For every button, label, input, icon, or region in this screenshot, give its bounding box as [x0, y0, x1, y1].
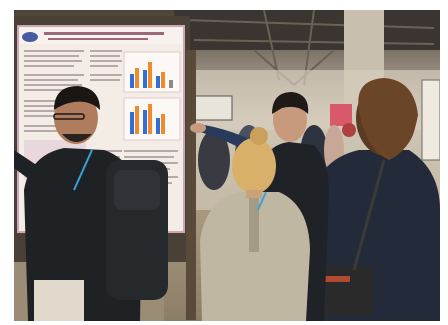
pointing-hand [190, 123, 206, 133]
distant-poster [191, 95, 233, 121]
poster-session-photo [14, 10, 440, 321]
poster-title-lines [44, 32, 164, 40]
lanyard [257, 191, 267, 211]
glasses-icon [53, 113, 85, 120]
poster-bar-chart [123, 51, 181, 93]
lanyard [73, 149, 93, 191]
photo-frame [14, 10, 440, 321]
poster-board-post [186, 50, 196, 320]
distant-poster [330, 104, 352, 126]
poster-logo-icon [22, 32, 38, 42]
person-blonde [200, 127, 310, 321]
person-left [14, 86, 168, 321]
ceiling [174, 10, 440, 86]
poster-header [20, 28, 182, 44]
distant-poster [421, 79, 440, 161]
person-right [304, 78, 440, 321]
raised-arm [14, 150, 44, 186]
poster-bar-chart [123, 97, 181, 141]
papers [34, 280, 84, 321]
